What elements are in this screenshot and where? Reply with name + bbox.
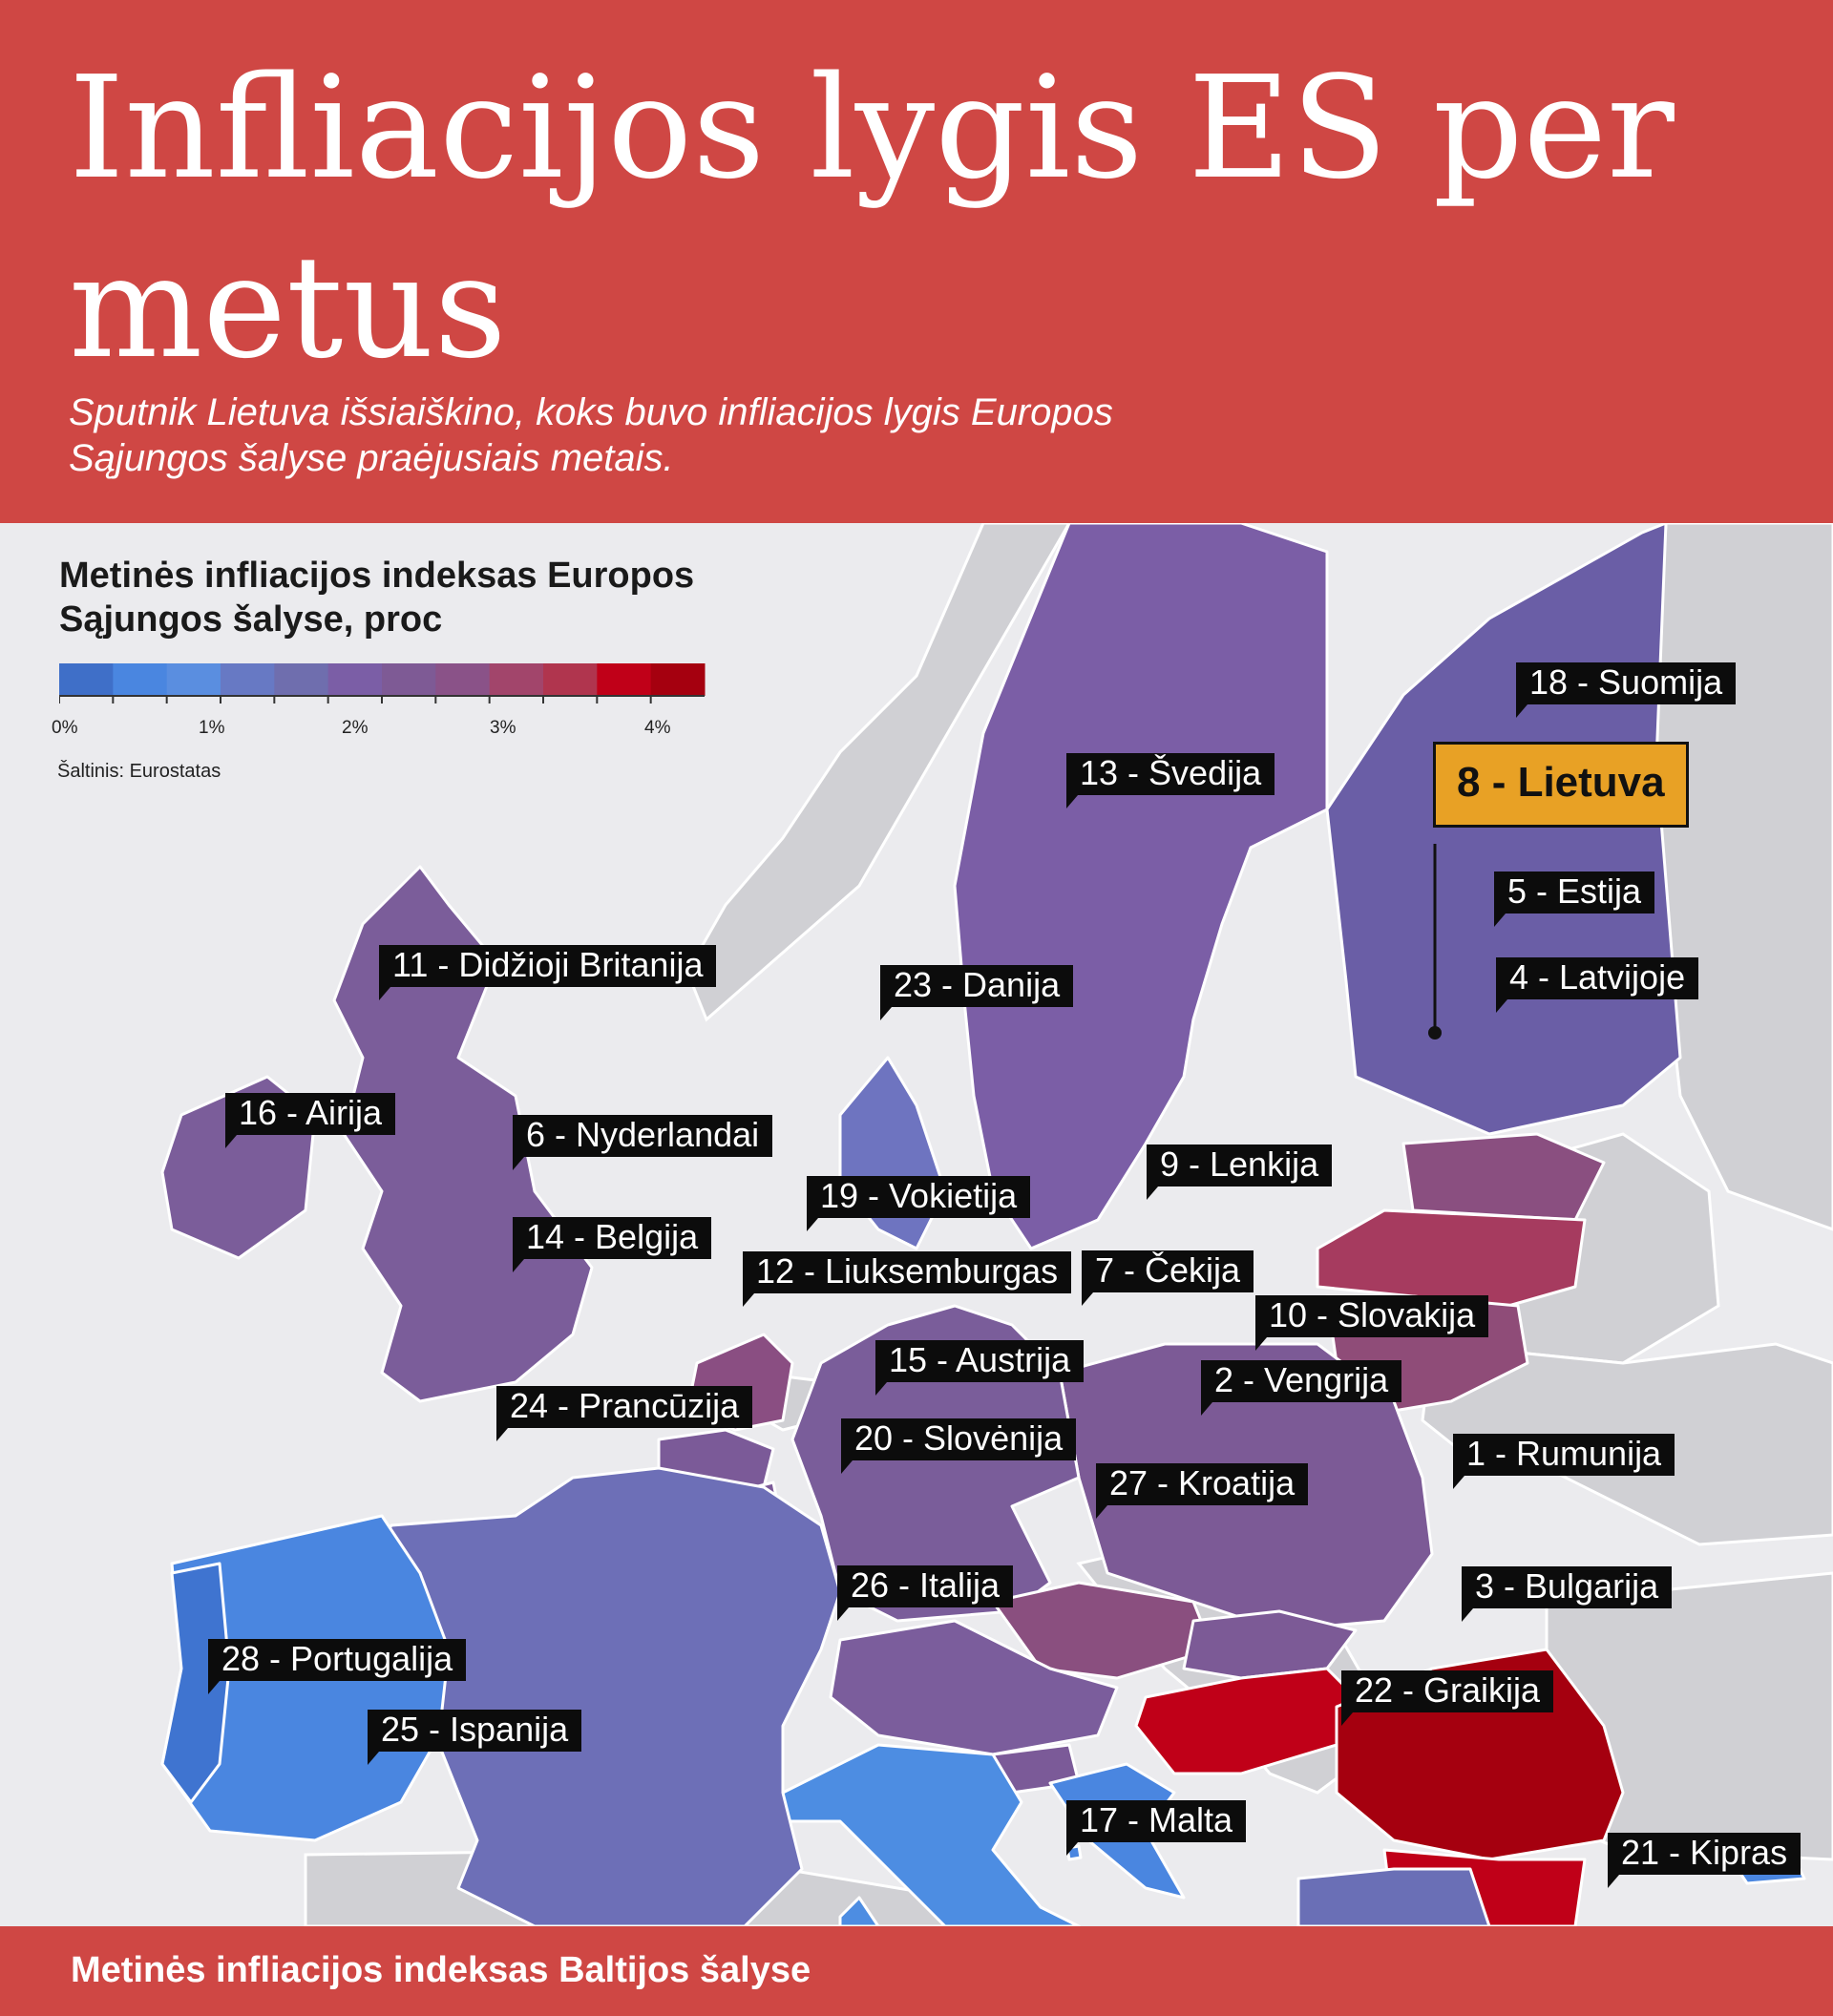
page-subtitle: Sputnik Lietuva išsiaiškino, koks buvo i… <box>69 391 1113 479</box>
label-cekija: 7 - Čekija <box>1082 1250 1254 1306</box>
legend-swatch-11 <box>650 663 706 696</box>
country-portugal <box>160 1562 231 1804</box>
legend-tick-3: 3% <box>490 718 516 738</box>
label-suomija: 18 - Suomija <box>1516 662 1737 718</box>
legend-swatch-6 <box>382 663 436 696</box>
label-belgija: 14 - Belgija <box>513 1217 712 1272</box>
country-greece <box>1296 1867 1491 1926</box>
country-italy <box>781 1743 1081 1926</box>
footer-banner: Metinės infliacijos indeksas Baltijos ša… <box>0 1926 1833 2016</box>
label-kroatija: 27 - Kroatija <box>1096 1463 1309 1519</box>
legend-swatch-0 <box>59 663 114 696</box>
label-austrija: 15 - Austrija <box>875 1340 1085 1396</box>
legend-swatch-8 <box>489 663 544 696</box>
country-austria <box>829 1619 1119 1756</box>
country-estonia <box>1401 1132 1606 1222</box>
lithuania-marker-dot <box>1428 1026 1442 1040</box>
legend-swatch-2 <box>166 663 221 696</box>
label-bulgarija: 3 - Bulgarija <box>1462 1566 1673 1622</box>
label-estija: 5 - Estija <box>1494 872 1655 927</box>
label-danija: 23 - Danija <box>880 965 1074 1020</box>
label-prancuzija: 24 - Prancūzija <box>496 1386 753 1441</box>
legend-tick-2: 2% <box>342 718 369 738</box>
footer-title: Metinės infliacijos indeksas Baltijos ša… <box>71 1950 811 1990</box>
label-slovenija: 20 - Slovėnija <box>841 1418 1077 1474</box>
country-sardinia <box>838 1896 880 1926</box>
country-germany <box>790 1304 1081 1623</box>
legend-swatch-4 <box>274 663 329 696</box>
legend-tick-4: 4% <box>644 718 671 738</box>
label-ispanija: 25 - Ispanija <box>368 1710 582 1765</box>
country-sweden <box>953 523 1329 1250</box>
label-svedija: 13 - Švedija <box>1066 753 1275 808</box>
legend-swatch-10 <box>597 663 652 696</box>
label-nyderlandai: 6 - Nyderlandai <box>513 1115 773 1170</box>
label-didzioji-britanija: 11 - Didžioji Britanija <box>379 945 717 1000</box>
legend-swatch-5 <box>327 663 383 696</box>
country-latvia <box>1316 1208 1587 1308</box>
label-italija: 26 - Italija <box>837 1565 1014 1621</box>
legend-swatch-9 <box>543 663 598 696</box>
legend-title: Metinės infliacijos indeksas Europos Sąj… <box>59 556 695 640</box>
legend-swatch-7 <box>435 663 491 696</box>
label-latvijoje: 4 - Latvijoje <box>1496 957 1699 1013</box>
legend-color-scale <box>59 663 706 704</box>
label-rumunija: 1 - Rumunija <box>1453 1434 1675 1489</box>
label-kipras: 21 - Kipras <box>1608 1833 1801 1888</box>
label-graikija: 22 - Graikija <box>1341 1670 1554 1726</box>
header-banner: Infliacijos lygis ES per metus Sputnik L… <box>0 0 1833 523</box>
label-liuksemburgas: 12 - Liuksemburgas <box>743 1251 1072 1307</box>
legend-swatch-1 <box>113 663 168 696</box>
label-portugalija: 28 - Portugalija <box>208 1639 467 1694</box>
country-norway <box>685 523 1071 1022</box>
label-vengrija: 2 - Vengrija <box>1201 1360 1402 1416</box>
legend-tick-0: 0% <box>52 718 78 738</box>
label-slovakija: 10 - Slovakija <box>1255 1295 1489 1351</box>
label-malta: 17 - Malta <box>1066 1800 1247 1856</box>
label-lenkija: 9 - Lenkija <box>1147 1144 1333 1200</box>
page-title: Infliacijos lygis ES per metus <box>69 46 1675 389</box>
label-lietuva-highlight: 8 - Lietuva <box>1433 742 1689 828</box>
legend-tick-1: 1% <box>199 718 225 738</box>
legend-swatch-3 <box>221 663 275 696</box>
europe-map <box>0 523 1833 1926</box>
label-vokietija: 19 - Vokietija <box>807 1176 1031 1231</box>
label-airija: 16 - Airija <box>225 1093 396 1148</box>
source-note: Šaltinis: Eurostatas <box>57 761 221 782</box>
